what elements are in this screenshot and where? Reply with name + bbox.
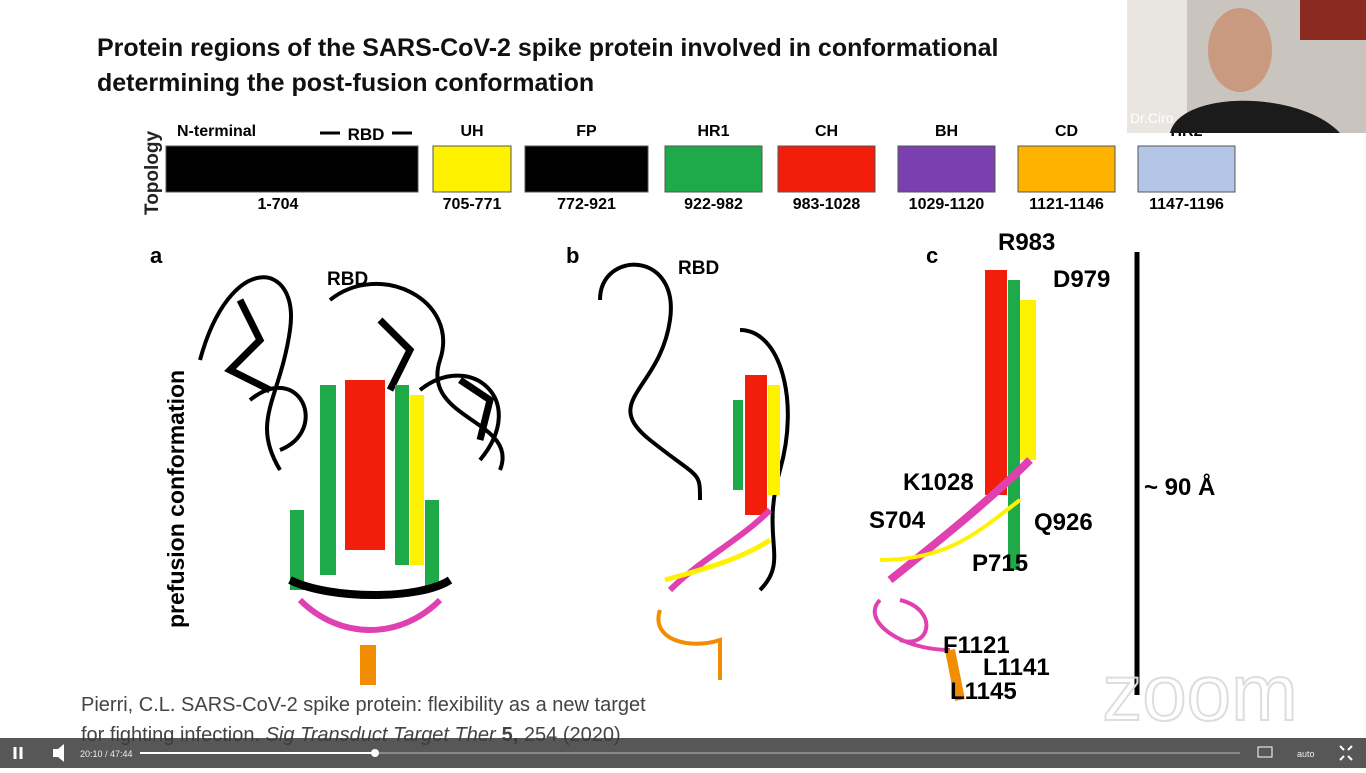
segment-box — [1017, 145, 1116, 193]
scale-label: ~ 90 Å — [1144, 473, 1215, 501]
segment-name: HR1 — [697, 123, 729, 140]
segment-name: BH — [935, 123, 958, 140]
residue-label: F1121 — [943, 632, 1010, 659]
structure-a — [198, 275, 505, 685]
segment-range: 772-921 — [557, 196, 616, 213]
segment-box — [897, 145, 996, 193]
rbd-label: RBD — [348, 125, 385, 144]
structure-b — [598, 262, 790, 680]
quality-button[interactable]: auto — [1297, 749, 1315, 759]
player-bar: 20:10 / 47:44 auto — [0, 738, 1366, 768]
segment-range: 983-1028 — [793, 196, 861, 213]
panel-letter: c — [926, 243, 938, 268]
residue-label: R983 — [998, 229, 1055, 256]
segment-box — [777, 145, 876, 193]
segment-box — [432, 145, 512, 193]
residue-label: RBD — [327, 269, 368, 290]
segment-range: 1147-1196 — [1149, 196, 1224, 213]
residue-label: Q926 — [1034, 509, 1093, 536]
segment-range: 1121-1146 — [1029, 196, 1104, 213]
segment-name: FP — [576, 123, 597, 140]
residue-label: L1141 — [983, 654, 1050, 681]
webcam: Dr.Ciro — [1127, 0, 1366, 133]
segment-range: 1-704 — [258, 196, 299, 213]
participant-name: Dr.Ciro — [1130, 110, 1174, 126]
structure-c — [872, 252, 1140, 701]
progress-handle[interactable] — [371, 749, 379, 757]
segment-box — [524, 145, 649, 193]
pause-button[interactable] — [13, 747, 23, 759]
segment-name: CD — [1055, 123, 1078, 140]
panel-letter: a — [150, 243, 163, 268]
segment-box — [664, 145, 763, 193]
volume-button[interactable] — [53, 744, 64, 762]
topology-label: Topology — [142, 130, 163, 215]
residue-label: P715 — [972, 550, 1028, 577]
watermark: zoom — [1102, 648, 1298, 737]
segment-box — [165, 145, 419, 193]
segment-range: 705-771 — [443, 196, 502, 213]
side-label: prefusion conformation — [163, 370, 189, 628]
residue-label: S704 — [869, 507, 926, 534]
residue-label: RBD — [678, 258, 719, 279]
residue-label: D979 — [1053, 266, 1110, 293]
segment-range: 922-982 — [684, 196, 743, 213]
residue-label: L1145 — [950, 678, 1017, 705]
segment-name: N-terminal — [177, 123, 256, 140]
segment-name: UH — [460, 123, 483, 140]
segment-range: 1029-1120 — [909, 196, 985, 213]
citation: Pierri, C.L. SARS-CoV-2 spike protein: f… — [81, 694, 646, 716]
pip-button[interactable] — [1257, 746, 1273, 758]
panel-letter: b — [566, 243, 579, 268]
segment-box — [1137, 145, 1236, 193]
time: 20:10 / 47:44 — [80, 749, 133, 759]
segment-name: CH — [815, 123, 838, 140]
fullscreen-button[interactable] — [1339, 745, 1353, 761]
residue-label: K1028 — [903, 469, 974, 496]
title: determining the post-fusion conformation — [97, 69, 594, 97]
title: Protein regions of the SARS-CoV-2 spike … — [97, 34, 999, 62]
